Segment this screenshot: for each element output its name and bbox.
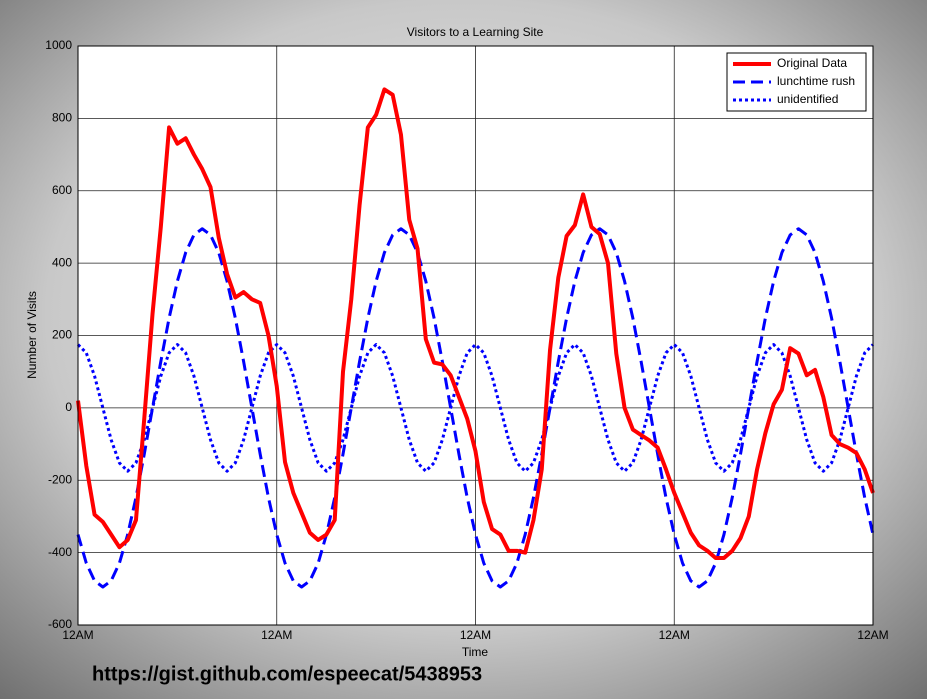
x-tick-label: 12AM bbox=[261, 628, 292, 642]
x-tick-label: 12AM bbox=[857, 628, 888, 642]
series-line bbox=[76, 87, 875, 561]
y-tick-label: -400 bbox=[48, 545, 72, 559]
source-url: https://gist.github.com/espeecat/5438953 bbox=[92, 663, 482, 685]
y-tick-label: -600 bbox=[48, 617, 72, 631]
y-tick-label: 1000 bbox=[45, 38, 72, 52]
legend-label: unidentified bbox=[777, 92, 838, 106]
x-axis-label: Time bbox=[462, 645, 489, 659]
y-axis-label: Number of Visits bbox=[25, 291, 39, 379]
y-tick-label: 400 bbox=[52, 255, 72, 269]
y-tick-label: 600 bbox=[52, 183, 72, 197]
legend-label: Original Data bbox=[777, 56, 847, 70]
y-tick-label: 200 bbox=[52, 328, 72, 342]
y-tick-label: 800 bbox=[52, 111, 72, 125]
series-line bbox=[76, 343, 875, 473]
legend-label: lunchtime rush bbox=[777, 74, 855, 88]
chart-title: Visitors to a Learning Site bbox=[407, 25, 544, 39]
y-tick-label: -200 bbox=[48, 472, 72, 486]
x-tick-label: 12AM bbox=[659, 628, 690, 642]
x-tick-label: 12AM bbox=[62, 628, 93, 642]
y-tick-label: 0 bbox=[65, 400, 72, 414]
plot-border bbox=[77, 45, 874, 626]
series-line bbox=[76, 227, 875, 589]
x-tick-label: 12AM bbox=[460, 628, 491, 642]
